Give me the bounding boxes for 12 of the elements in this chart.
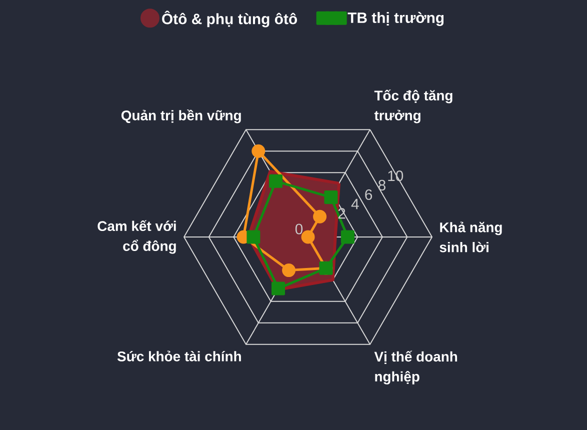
legend-label: TB thị trường: [348, 12, 444, 26]
y-tick-label: 4: [351, 198, 359, 210]
legend-label: Ôtô & phụ tùng ôtô: [162, 10, 298, 28]
y-tick-label: 6: [365, 189, 372, 200]
spoke-label: Khả năng sinh lời: [440, 222, 502, 252]
spoke-label: Vị thế doanh nghiệp: [374, 350, 458, 384]
y-tick-label: 8: [378, 180, 386, 191]
spoke-label: Quản trị bền vững: [121, 110, 241, 124]
spoke-label: Tốc độ tăng trưởng: [374, 90, 452, 124]
spoke-label: Sức khỏe tài chính: [117, 350, 241, 362]
spoke-label: Cam kết với cổ đông: [98, 220, 176, 254]
y-tick-label: 0: [295, 224, 303, 234]
